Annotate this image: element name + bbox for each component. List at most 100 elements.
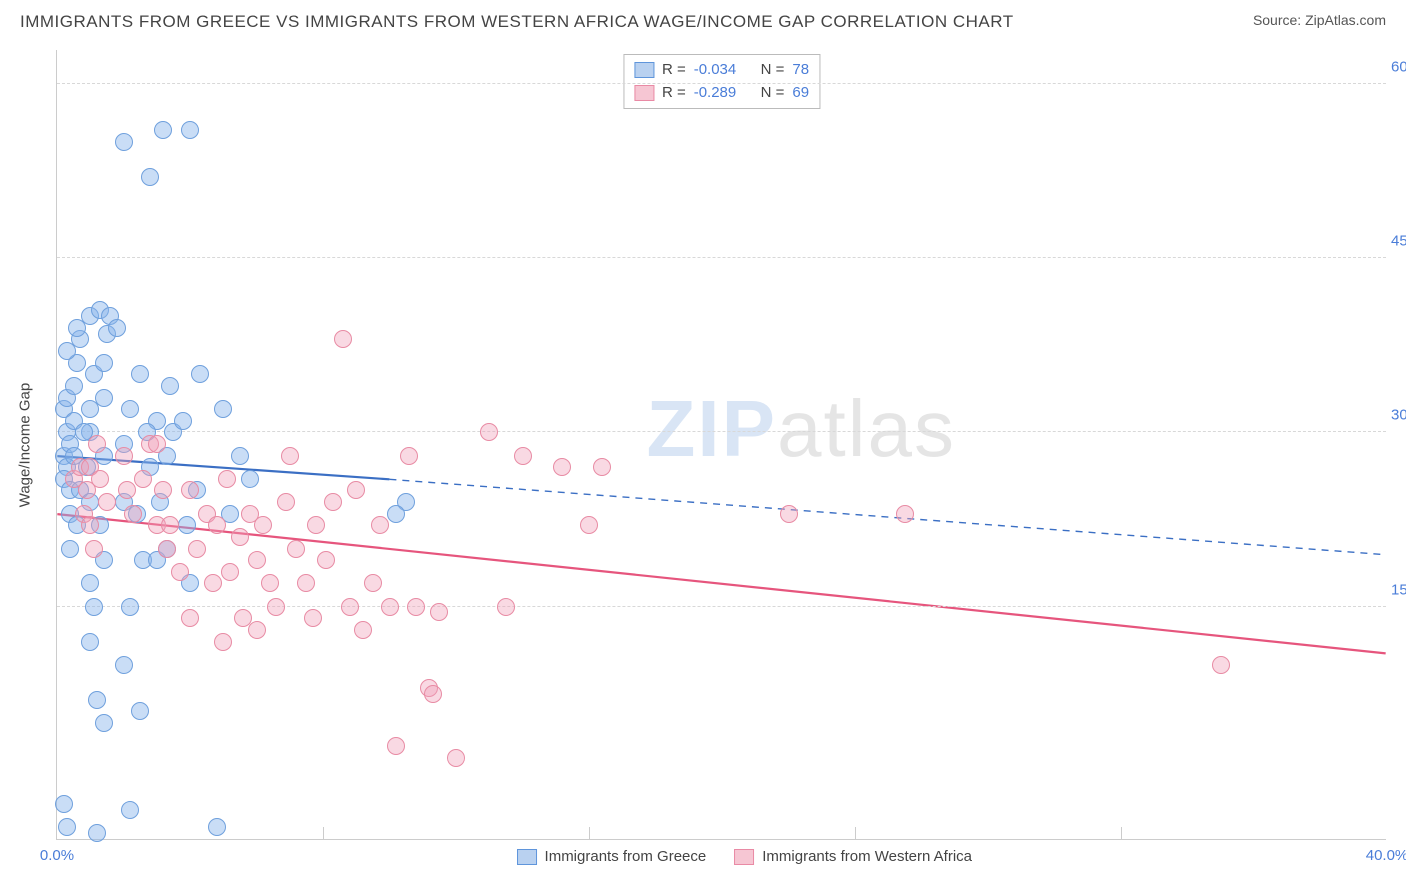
- scatter-point-greece: [387, 505, 405, 523]
- scatter-point-western_africa: [221, 563, 239, 581]
- scatter-point-greece: [58, 818, 76, 836]
- y-tick-label: 30.0%: [1391, 407, 1406, 424]
- scatter-point-greece: [95, 389, 113, 407]
- scatter-point-western_africa: [218, 470, 236, 488]
- scatter-point-western_africa: [354, 621, 372, 639]
- scatter-point-western_africa: [154, 481, 172, 499]
- y-tick-label: 60.0%: [1391, 58, 1406, 75]
- scatter-point-western_africa: [407, 598, 425, 616]
- scatter-point-western_africa: [424, 685, 442, 703]
- scatter-point-western_africa: [381, 598, 399, 616]
- legend-stats-row: R = -0.034 N = 78: [634, 59, 809, 82]
- scatter-point-western_africa: [324, 493, 342, 511]
- chart-plot-area: Wage/Income Gap ZIPatlas R = -0.034 N = …: [56, 50, 1386, 840]
- scatter-point-western_africa: [896, 505, 914, 523]
- scatter-point-western_africa: [593, 458, 611, 476]
- y-axis-title: Wage/Income Gap: [17, 382, 34, 507]
- scatter-point-greece: [121, 598, 139, 616]
- scatter-point-greece: [131, 365, 149, 383]
- x-tick: [1121, 827, 1122, 839]
- scatter-point-western_africa: [115, 447, 133, 465]
- scatter-point-western_africa: [208, 516, 226, 534]
- scatter-point-western_africa: [364, 574, 382, 592]
- scatter-point-western_africa: [430, 603, 448, 621]
- scatter-point-greece: [241, 470, 259, 488]
- scatter-point-greece: [208, 818, 226, 836]
- scatter-point-western_africa: [124, 505, 142, 523]
- scatter-point-greece: [55, 795, 73, 813]
- scatter-point-greece: [115, 133, 133, 151]
- scatter-point-greece: [95, 354, 113, 372]
- scatter-point-western_africa: [281, 447, 299, 465]
- chart-source: Source: ZipAtlas.com: [1253, 12, 1386, 28]
- legend-stats-box: R = -0.034 N = 78R = -0.289 N = 69: [623, 54, 820, 109]
- watermark: ZIPatlas: [647, 383, 956, 475]
- scatter-point-western_africa: [447, 749, 465, 767]
- scatter-point-greece: [61, 540, 79, 558]
- scatter-point-greece: [88, 824, 106, 842]
- scatter-point-greece: [88, 691, 106, 709]
- scatter-point-western_africa: [400, 447, 418, 465]
- scatter-point-western_africa: [158, 540, 176, 558]
- legend-swatch: [634, 62, 654, 78]
- scatter-point-western_africa: [231, 528, 249, 546]
- scatter-point-western_africa: [188, 540, 206, 558]
- scatter-point-western_africa: [287, 540, 305, 558]
- legend-series: Immigrants from Greece Immigrants from We…: [517, 848, 973, 865]
- scatter-point-western_africa: [1212, 656, 1230, 674]
- scatter-point-western_africa: [297, 574, 315, 592]
- x-tick: [589, 827, 590, 839]
- legend-stats-row: R = -0.289 N = 69: [634, 82, 809, 105]
- scatter-point-greece: [115, 656, 133, 674]
- scatter-point-greece: [121, 801, 139, 819]
- scatter-point-western_africa: [317, 551, 335, 569]
- scatter-point-western_africa: [134, 470, 152, 488]
- scatter-point-western_africa: [261, 574, 279, 592]
- scatter-point-western_africa: [304, 609, 322, 627]
- scatter-point-greece: [81, 574, 99, 592]
- scatter-point-greece: [141, 168, 159, 186]
- x-tick-label: 40.0%: [1366, 847, 1406, 864]
- scatter-point-western_africa: [161, 516, 179, 534]
- scatter-point-western_africa: [480, 423, 498, 441]
- scatter-point-western_africa: [148, 435, 166, 453]
- scatter-point-greece: [85, 598, 103, 616]
- scatter-point-western_africa: [277, 493, 295, 511]
- scatter-point-greece: [161, 377, 179, 395]
- scatter-point-western_africa: [514, 447, 532, 465]
- legend-item: Immigrants from Greece: [517, 848, 707, 865]
- scatter-point-western_africa: [81, 516, 99, 534]
- scatter-point-greece: [131, 702, 149, 720]
- y-tick-label: 15.0%: [1391, 581, 1406, 598]
- legend-swatch: [734, 849, 754, 865]
- gridline-h: [57, 431, 1386, 432]
- scatter-point-western_africa: [497, 598, 515, 616]
- scatter-point-western_africa: [387, 737, 405, 755]
- scatter-point-western_africa: [341, 598, 359, 616]
- legend-swatch: [517, 849, 537, 865]
- scatter-point-western_africa: [347, 481, 365, 499]
- scatter-point-western_africa: [254, 516, 272, 534]
- trendlines-layer: [57, 50, 1386, 839]
- scatter-point-greece: [58, 342, 76, 360]
- scatter-point-western_africa: [307, 516, 325, 534]
- scatter-point-western_africa: [580, 516, 598, 534]
- x-tick: [855, 827, 856, 839]
- scatter-point-western_africa: [334, 330, 352, 348]
- scatter-point-western_africa: [267, 598, 285, 616]
- scatter-point-greece: [95, 714, 113, 732]
- scatter-point-greece: [81, 633, 99, 651]
- scatter-point-greece: [181, 121, 199, 139]
- scatter-point-greece: [214, 400, 232, 418]
- scatter-point-western_africa: [85, 540, 103, 558]
- scatter-point-greece: [191, 365, 209, 383]
- scatter-point-western_africa: [118, 481, 136, 499]
- scatter-point-western_africa: [204, 574, 222, 592]
- x-tick-label: 0.0%: [40, 847, 74, 864]
- y-tick-label: 45.0%: [1391, 233, 1406, 250]
- legend-item: Immigrants from Western Africa: [734, 848, 972, 865]
- scatter-point-western_africa: [98, 493, 116, 511]
- scatter-point-western_africa: [88, 435, 106, 453]
- scatter-point-western_africa: [371, 516, 389, 534]
- gridline-h: [57, 606, 1386, 607]
